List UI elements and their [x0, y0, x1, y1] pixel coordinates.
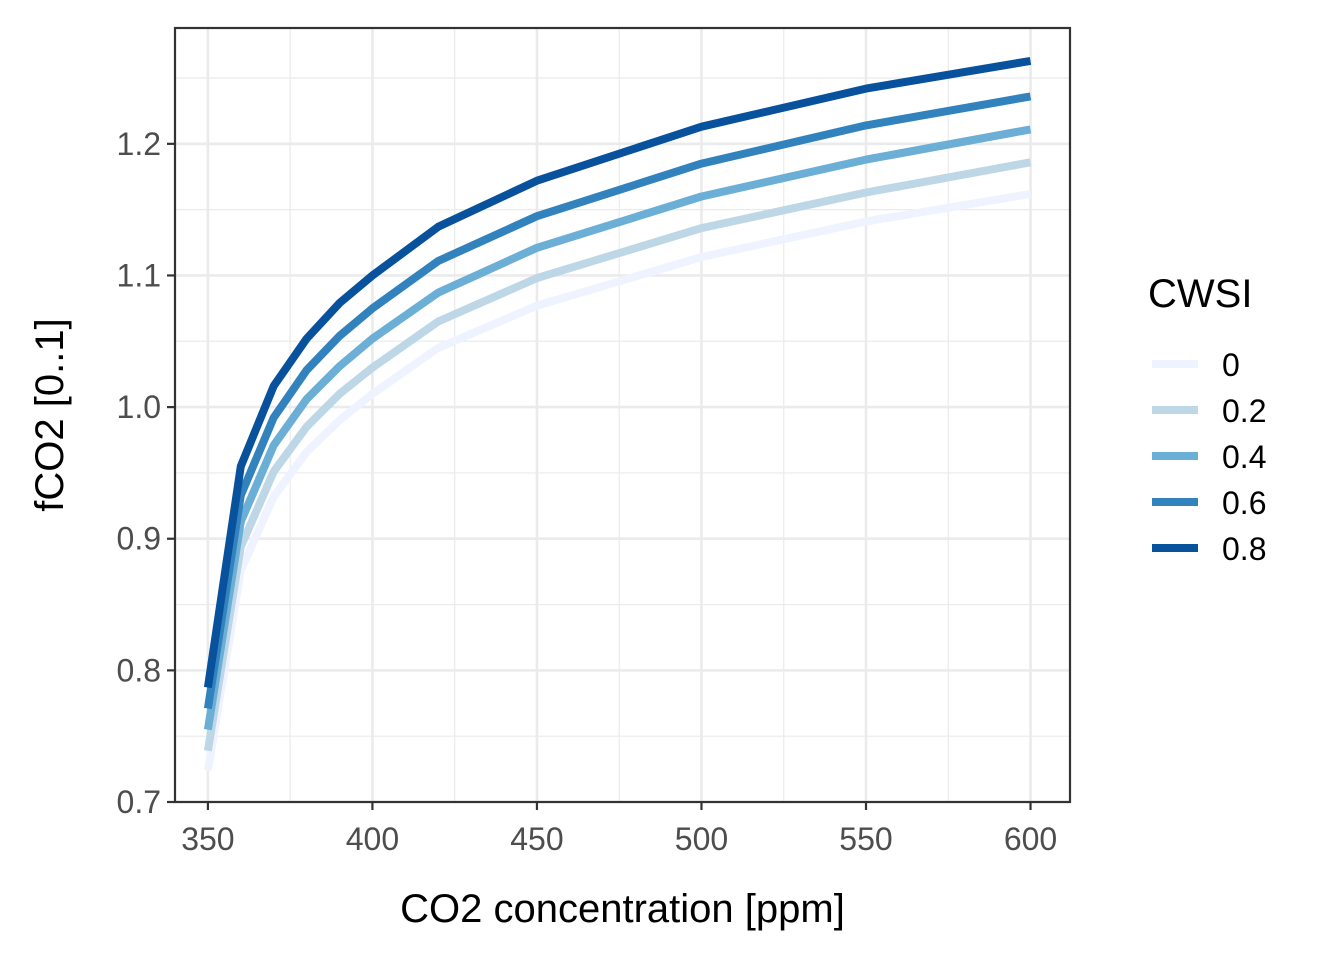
- series-line-0-8: [203, 56, 1032, 689]
- x-tick-label: 600: [1004, 821, 1057, 857]
- series-line-0-6: [203, 92, 1032, 710]
- y-axis-title: fCO2 [0..1]: [28, 318, 72, 511]
- x-tick-label: 550: [839, 821, 892, 857]
- legend-title: CWSI: [1148, 272, 1252, 316]
- y-tick-label: 1.1: [117, 257, 161, 293]
- y-tick-label: 1.0: [117, 389, 161, 425]
- legend-label: 0.6: [1222, 485, 1266, 521]
- y-axis-ticks: 0.7 0.8 0.9 1.0 1.1 1.2: [117, 126, 175, 820]
- legend-label: 0.4: [1222, 439, 1266, 475]
- y-tick-label: 1.2: [117, 126, 161, 162]
- legend-label: 0.8: [1222, 531, 1266, 567]
- series-line-0-4: [203, 125, 1032, 731]
- series-line-0-2: [203, 158, 1032, 752]
- y-tick-label: 0.7: [117, 784, 161, 820]
- series-line-0: [203, 189, 1032, 772]
- x-tick-label: 500: [675, 821, 728, 857]
- plot-panel-border: [173, 26, 1072, 804]
- legend: CWSI 0 0.2 0.4 0.6 0.8: [1148, 272, 1266, 567]
- legend-label: 0.2: [1222, 393, 1266, 429]
- series-lines: [203, 56, 1032, 772]
- x-tick-label: 350: [181, 821, 234, 857]
- y-tick-label: 0.9: [117, 521, 161, 557]
- x-axis-ticks: 350 400 450 500 550 600: [181, 802, 1057, 857]
- y-tick-label: 0.8: [117, 652, 161, 688]
- x-axis-title: CO2 concentration [ppm]: [400, 887, 845, 931]
- x-tick-label: 450: [510, 821, 563, 857]
- x-tick-label: 400: [346, 821, 399, 857]
- legend-label: 0: [1222, 347, 1240, 383]
